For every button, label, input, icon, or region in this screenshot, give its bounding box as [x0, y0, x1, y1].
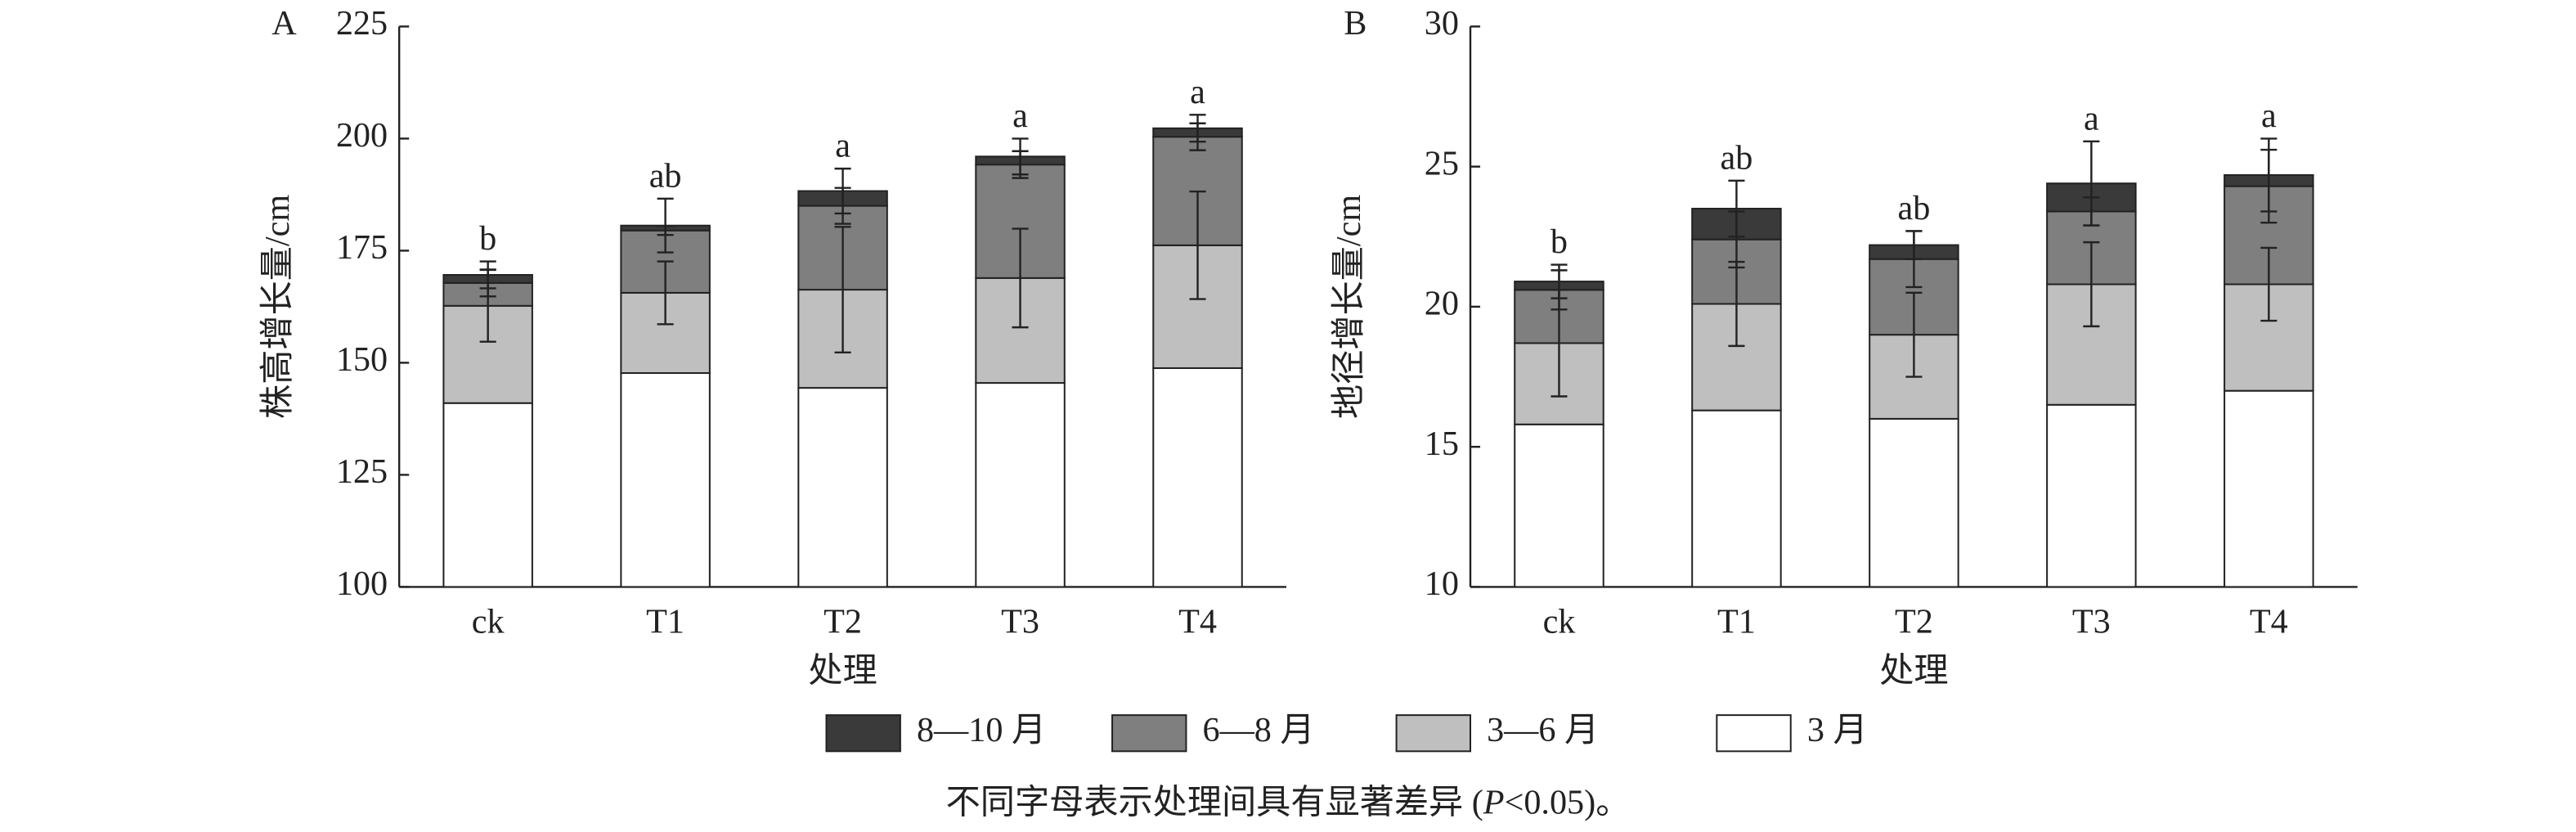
bar-segment: [1152, 367, 1243, 588]
bar-segment: [1869, 417, 1959, 588]
y-tick-label: 15: [1425, 425, 1459, 463]
bar-segment: [442, 402, 533, 588]
bar-segment: [620, 372, 711, 588]
x-axis-label: 处理: [1879, 652, 1948, 690]
y-tick-label: 30: [1425, 4, 1459, 43]
footnote-text: 不同字母表示处理间具有显著差异 (: [946, 783, 1483, 821]
legend-label: 6—8 月: [1203, 711, 1315, 749]
bar-segment: [1691, 409, 1782, 588]
error-bar: [657, 197, 674, 254]
x-tick-label: ck: [472, 602, 505, 641]
legend-label: 3 月: [1807, 711, 1868, 749]
x-tick-label: T2: [1895, 602, 1933, 641]
x-tick-label: T4: [1178, 602, 1217, 641]
bar-segment: [2046, 403, 2137, 588]
significance-letter: a: [2261, 97, 2277, 135]
legend-swatch: [1395, 714, 1471, 753]
y-tick-label: 100: [336, 564, 388, 603]
error-bar: [1728, 179, 1745, 238]
significance-letter: a: [1012, 97, 1028, 135]
significance-letter: b: [1551, 223, 1568, 261]
x-tick-label: T3: [2072, 602, 2111, 641]
significance-letter: ab: [1897, 189, 1930, 227]
y-tick-label: 200: [336, 116, 388, 155]
x-tick-label: T3: [1001, 602, 1039, 641]
significance-letter: ab: [649, 156, 682, 195]
error-bar: [1905, 291, 1923, 378]
legend-label: 3—6 月: [1487, 711, 1599, 749]
bar-segment: [1514, 423, 1604, 588]
error-bar: [1905, 230, 1923, 260]
error-bar: [1189, 114, 1206, 143]
error-bar: [834, 226, 851, 354]
y-tick-label: 20: [1425, 285, 1459, 323]
footnote-text: <0.05)。: [1505, 783, 1631, 821]
x-axis-label: 处理: [808, 652, 877, 690]
bar-segment: [2224, 389, 2314, 588]
y-tick-label: 10: [1425, 564, 1459, 603]
significance-letter: a: [835, 127, 850, 165]
panel-label: B: [1344, 4, 1367, 43]
error-bar: [834, 167, 851, 215]
significance-letter: a: [2084, 99, 2099, 137]
significance-letter: b: [479, 219, 496, 258]
legend-swatch: [825, 714, 901, 753]
error-bar: [657, 260, 674, 326]
error-bar: [1551, 263, 1568, 299]
x-tick-label: T1: [646, 602, 684, 641]
error-bar: [1012, 227, 1029, 329]
footnote-p: P: [1483, 783, 1505, 821]
y-tick-label: 125: [336, 452, 388, 491]
error-bar: [2260, 246, 2278, 322]
footnote: 不同字母表示处理间具有显著差异 (P<0.05)。: [946, 783, 1631, 821]
legend-swatch: [1111, 714, 1187, 753]
y-tick-label: 25: [1425, 144, 1459, 182]
error-bar: [1189, 190, 1206, 300]
error-bar: [2083, 140, 2100, 227]
error-bar: [479, 260, 496, 290]
significance-letter: a: [1190, 73, 1205, 111]
bar-segment: [975, 382, 1066, 588]
legend-label: 8—10 月: [917, 711, 1046, 749]
error-bar: [2260, 137, 2278, 213]
error-bar: [1012, 137, 1029, 176]
x-tick-label: ck: [1543, 602, 1577, 641]
y-tick-label: 150: [336, 340, 388, 379]
y-tick-label: 225: [336, 4, 388, 43]
panel-label: A: [272, 4, 297, 43]
legend-swatch: [1716, 714, 1792, 753]
y-axis-label: 株高增长量/cm: [258, 195, 297, 419]
x-tick-label: T1: [1717, 602, 1756, 641]
error-bar: [2083, 241, 2100, 328]
significance-letter: ab: [1721, 138, 1753, 177]
x-tick-label: T4: [2250, 602, 2288, 641]
bar-segment: [797, 387, 888, 588]
y-axis-label: 地径增长量/cm: [1330, 195, 1368, 419]
y-tick-label: 175: [336, 228, 388, 267]
x-tick-label: T2: [824, 602, 862, 641]
